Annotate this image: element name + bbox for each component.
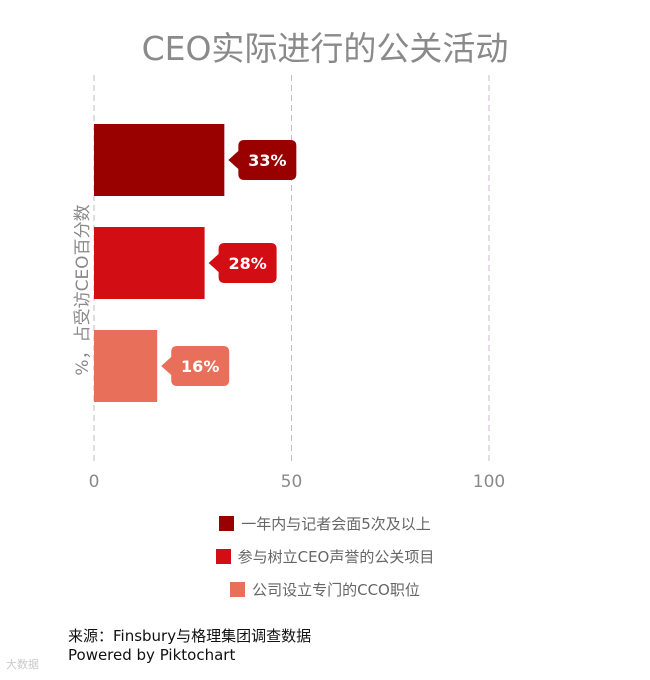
bar-3 bbox=[94, 330, 158, 402]
source-note: 来源：Finsbury与格理集团调查数据 Powered by Piktocha… bbox=[68, 627, 311, 665]
data-label-callout bbox=[208, 243, 277, 283]
legend-swatch bbox=[219, 515, 235, 531]
data-label-callout bbox=[228, 140, 297, 180]
chart-title: CEO实际进行的公关活动 bbox=[141, 29, 509, 68]
bar-1 bbox=[94, 124, 225, 196]
x-tick-label: 0 bbox=[89, 472, 100, 492]
legend-item: 一年内与记者会面5次及以上 bbox=[0, 508, 650, 538]
data-label-callout bbox=[161, 346, 230, 386]
x-tick-label: 50 bbox=[281, 472, 303, 492]
powered-by-text: Powered by Piktochart bbox=[68, 646, 236, 664]
data-label: 16% bbox=[181, 357, 219, 376]
source-text: 来源：Finsbury与格理集团调查数据 bbox=[68, 627, 312, 645]
legend-label: 参与树立CEO声誉的公关项目 bbox=[237, 547, 435, 566]
legend-item: 公司设立专门的CCO职位 bbox=[0, 574, 650, 604]
legend-item: 参与树立CEO声誉的公关项目 bbox=[0, 541, 650, 571]
x-tick-label: 100 bbox=[473, 472, 505, 492]
legend-swatch bbox=[215, 548, 231, 564]
legend: 一年内与记者会面5次及以上 参与树立CEO声誉的公关项目 公司设立专门的CCO职位 bbox=[0, 508, 650, 607]
legend-swatch bbox=[230, 581, 246, 597]
x-tick-labels: 0 50 100 bbox=[89, 472, 506, 492]
data-label: 33% bbox=[248, 151, 286, 170]
bars: 33% 28% 16% bbox=[94, 124, 297, 402]
y-axis-label: %，占受访CEO百分数 bbox=[73, 204, 93, 375]
data-label: 28% bbox=[228, 254, 266, 273]
bar-2 bbox=[94, 227, 205, 299]
watermark: 大数据 bbox=[6, 658, 39, 671]
chart-plot: 33% 28% 16% 0 50 100 %，占受访CEO百分数 bbox=[73, 75, 506, 492]
legend-label: 一年内与记者会面5次及以上 bbox=[241, 514, 431, 533]
legend-label: 公司设立专门的CCO职位 bbox=[252, 580, 420, 599]
